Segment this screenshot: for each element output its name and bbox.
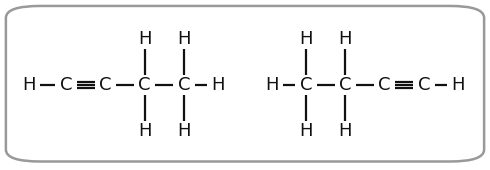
Text: H: H (138, 122, 151, 140)
Text: H: H (339, 122, 352, 140)
FancyBboxPatch shape (6, 6, 484, 161)
Text: C: C (378, 76, 391, 94)
Text: H: H (339, 30, 352, 48)
Text: C: C (60, 76, 73, 94)
Text: H: H (23, 76, 36, 94)
Text: H: H (177, 122, 191, 140)
Text: H: H (299, 122, 313, 140)
Text: C: C (138, 76, 151, 94)
Text: H: H (177, 30, 191, 48)
Text: H: H (451, 76, 465, 94)
Text: H: H (138, 30, 151, 48)
Text: H: H (211, 76, 225, 94)
Text: H: H (265, 76, 279, 94)
Text: C: C (300, 76, 313, 94)
Text: H: H (299, 30, 313, 48)
Text: C: C (417, 76, 430, 94)
Text: C: C (339, 76, 352, 94)
Text: C: C (99, 76, 112, 94)
Text: C: C (177, 76, 190, 94)
